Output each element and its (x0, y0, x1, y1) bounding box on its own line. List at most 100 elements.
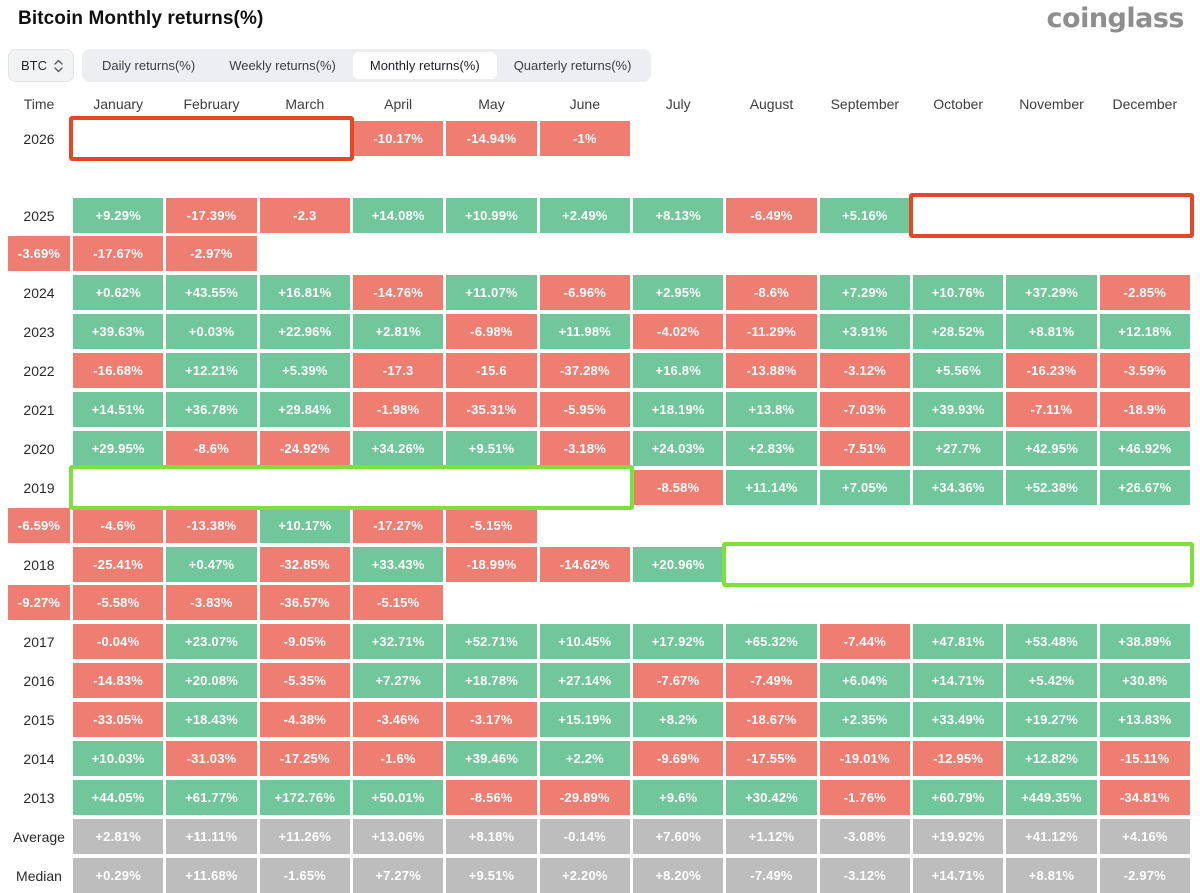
return-cell-2019-may: +52.38% (1006, 470, 1097, 505)
return-cell-2020-march: -24.92% (259, 431, 350, 466)
return-cell-2026-october (8, 159, 70, 194)
return-cell-2019-april: +34.36% (913, 470, 1004, 505)
return-cell-2020-december: +46.92% (1099, 431, 1190, 466)
return-cell-2018-june: -14.62% (539, 547, 630, 582)
return-cell-2016-february: +20.08% (166, 663, 257, 698)
up-down-chevron-icon (54, 59, 63, 73)
return-cell-2021-december: -18.9% (1099, 392, 1190, 427)
table-row-2017: 2017 -0.04% +23.07% -9.05% +32.71% +52.71% +10… (8, 624, 1190, 659)
return-cell-2014-june: +2.2% (539, 741, 630, 776)
column-header-february: February (183, 96, 240, 112)
coin-selector-label: BTC (21, 58, 47, 73)
return-cell-median-september: -3.12% (819, 858, 910, 893)
return-cell-median-october: +14.71% (913, 858, 1004, 893)
return-cell-median-december: -2.97% (1099, 858, 1190, 893)
row-label-median: Median (16, 867, 62, 884)
table-row-2023: 2023 +39.63% +0.03% +22.96% +2.81% -6.98% +11.… (8, 314, 1190, 349)
table-row-2013: 2013 +44.05% +61.77% +172.76% +50.01% -8.56% -… (8, 780, 1190, 815)
return-cell-2026-june (820, 121, 910, 156)
table-row-2021: 2021 +14.51% +36.78% +29.84% -1.98% -35.31% -5… (8, 392, 1190, 427)
column-header-may: May (478, 96, 505, 112)
return-cell-2023-december: +12.18% (1099, 314, 1190, 349)
coin-selector[interactable]: BTC (8, 49, 74, 82)
return-cell-2020-august: +2.83% (726, 431, 817, 466)
return-cell-2014-december: -15.11% (1099, 741, 1190, 776)
return-cell-median-march: -1.65% (259, 858, 350, 893)
return-cell-2024-july: +2.95% (633, 275, 724, 310)
return-cell-2014-november: +12.82% (1006, 741, 1097, 776)
return-cell-average-february: +11.11% (166, 819, 257, 854)
return-cell-2021-april: -1.98% (353, 392, 444, 427)
return-cell-2016-december: +30.8% (1099, 663, 1190, 698)
return-cell-2024-september: +7.29% (819, 275, 910, 310)
return-cell-2013-march: +172.76% (259, 780, 350, 815)
return-cell-2016-july: -7.67% (633, 663, 724, 698)
return-cell-2020-july: +24.03% (633, 431, 724, 466)
return-cell-2014-october: -12.95% (913, 741, 1004, 776)
return-cell-2023-april: +2.81% (353, 314, 444, 349)
return-cell-2015-february: +18.43% (166, 702, 257, 737)
return-cell-2022-august: -13.88% (726, 353, 817, 388)
return-cell-average-august: +1.12% (726, 819, 817, 854)
return-cell-2014-july: -9.69% (633, 741, 724, 776)
return-cell-2017-july: +17.92% (633, 624, 724, 659)
return-cell-median-april: +7.27% (353, 858, 444, 893)
tab-monthly[interactable]: Monthly returns(%) (352, 52, 497, 79)
return-cell-2024-april: -14.76% (353, 275, 444, 310)
return-cell-2021-september: -7.03% (819, 392, 910, 427)
return-cell-2014-january: +10.03% (73, 741, 164, 776)
return-cell-2015-october: +33.49% (913, 702, 1004, 737)
return-cell-2022-december: -3.59% (1099, 353, 1190, 388)
tab-daily[interactable]: Daily returns(%) (102, 58, 196, 73)
return-cell-average-december: +4.16% (1099, 819, 1190, 854)
return-cell-2025-january: +9.29% (73, 198, 164, 233)
return-cell-2023-november: +8.81% (1006, 314, 1097, 349)
tab-weekly[interactable]: Weekly returns(%) (229, 58, 336, 73)
return-cell-2020-september: -7.51% (819, 431, 910, 466)
return-cell-2025-may: +10.99% (446, 198, 537, 233)
return-cell-average-november: +41.12% (1006, 819, 1097, 854)
return-cell-2024-june: -6.96% (539, 275, 630, 310)
return-cell-2025-june: +2.49% (539, 198, 630, 233)
return-cell-2024-november: +37.29% (1006, 275, 1097, 310)
return-cell-2024-february: +43.55% (166, 275, 257, 310)
table-row-2022: 2022 -16.68% +12.21% +5.39% -17.3 -15.6 -37.28… (8, 353, 1190, 388)
return-cell-2025-october: -3.69% (8, 236, 70, 271)
column-header-october: October (933, 96, 984, 112)
return-cell-2018-march: -32.85% (259, 547, 350, 582)
return-cell-2023-january: +39.63% (73, 314, 164, 349)
return-cell-2018-april: +33.43% (353, 547, 444, 582)
row-label-2024: 2024 (23, 284, 55, 301)
returns-table: Time January February March April May June July… (8, 91, 1194, 893)
return-cell-2014-september: -19.01% (819, 741, 910, 776)
return-cell-2021-july: +18.19% (633, 392, 724, 427)
return-cell-2024-january: +0.62% (73, 275, 164, 310)
return-cell-2023-june: +11.98% (539, 314, 630, 349)
return-cell-2015-december: +13.83% (1099, 702, 1190, 737)
return-cell-2026-february: -14.94% (446, 121, 537, 156)
return-cell-2013-june: -29.89% (539, 780, 630, 815)
table-row-2015: 2015 -33.05% +18.43% -4.38% -3.46% -3.17% +15.… (8, 702, 1190, 737)
return-cell-2021-november: -7.11% (1006, 392, 1097, 427)
column-header-march: March (285, 96, 325, 112)
row-label-average: Average (13, 828, 65, 845)
return-cell-2018-september: -5.58% (73, 585, 164, 620)
return-cell-2015-march: -4.38% (259, 702, 350, 737)
return-cell-2026-may (726, 121, 816, 156)
return-cell-2026-november (73, 159, 163, 194)
return-cell-2016-september: +6.04% (819, 663, 910, 698)
return-cell-median-february: +11.68% (166, 858, 257, 893)
return-cell-2024-december: -2.85% (1099, 275, 1190, 310)
return-cell-2016-april: +7.27% (353, 663, 444, 698)
column-header-december: December (1112, 96, 1178, 112)
return-cell-2016-june: +27.14% (539, 663, 630, 698)
return-cell-2019-november: -17.27% (353, 508, 444, 543)
return-cell-2021-june: -5.95% (539, 392, 630, 427)
returns-tab-group: Daily returns(%) Weekly returns(%) Monthly… (82, 49, 652, 82)
return-cell-2015-november: +19.27% (1006, 702, 1097, 737)
row-label-2018: 2018 (23, 556, 55, 573)
tab-quarterly[interactable]: Quarterly returns(%) (513, 58, 632, 73)
return-cell-2024-august: -8.6% (726, 275, 817, 310)
column-header-april: April (384, 96, 413, 112)
highlight-box-red (909, 193, 1194, 238)
